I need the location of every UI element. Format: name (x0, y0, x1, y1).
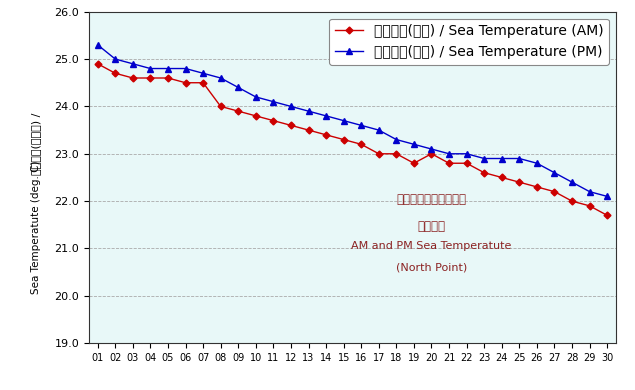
海水温度(上午) / Sea Temperature (AM) (375, 151, 382, 156)
海水温度(下午) / Sea Temperature (PM) (427, 147, 435, 151)
Text: 上午及下午的海水温度: 上午及下午的海水温度 (396, 193, 467, 206)
海水温度(下午) / Sea Temperature (PM) (129, 62, 137, 66)
海水温度(上午) / Sea Temperature (AM) (112, 71, 119, 76)
海水温度(上午) / Sea Temperature (AM) (164, 76, 171, 80)
海水温度(下午) / Sea Temperature (PM) (463, 151, 471, 156)
海水温度(上午) / Sea Temperature (AM) (269, 118, 277, 123)
海水温度(下午) / Sea Temperature (PM) (182, 66, 189, 71)
海水温度(上午) / Sea Temperature (AM) (199, 80, 207, 85)
海水温度(上午) / Sea Temperature (AM) (445, 161, 453, 166)
海水温度(上午) / Sea Temperature (AM) (533, 184, 540, 189)
海水温度(上午) / Sea Temperature (AM) (410, 161, 418, 166)
海水温度(下午) / Sea Temperature (PM) (199, 71, 207, 76)
海水温度(下午) / Sea Temperature (PM) (516, 156, 523, 161)
海水温度(下午) / Sea Temperature (PM) (287, 104, 295, 109)
海水温度(上午) / Sea Temperature (AM) (358, 142, 365, 147)
海水温度(上午) / Sea Temperature (AM) (516, 180, 523, 184)
Text: （北角）: （北角） (417, 220, 446, 233)
海水温度(上午) / Sea Temperature (AM) (322, 133, 330, 137)
海水温度(下午) / Sea Temperature (PM) (147, 66, 154, 71)
海水温度(上午) / Sea Temperature (AM) (340, 137, 347, 142)
海水温度(下午) / Sea Temperature (PM) (533, 161, 540, 166)
海水温度(上午) / Sea Temperature (AM) (287, 123, 295, 128)
海水温度(下午) / Sea Temperature (PM) (585, 189, 593, 194)
海水温度(下午) / Sea Temperature (PM) (358, 123, 365, 128)
Line: 海水温度(下午) / Sea Temperature (PM): 海水温度(下午) / Sea Temperature (PM) (94, 41, 611, 200)
海水温度(下午) / Sea Temperature (PM) (269, 99, 277, 104)
海水温度(下午) / Sea Temperature (PM) (498, 156, 505, 161)
Text: 海水温度(攝氏度) /: 海水温度(攝氏度) / (31, 113, 41, 176)
Legend: 海水温度(上午) / Sea Temperature (AM), 海水温度(下午) / Sea Temperature (PM): 海水温度(上午) / Sea Temperature (AM), 海水温度(下午… (330, 19, 609, 65)
海水温度(下午) / Sea Temperature (PM) (392, 137, 400, 142)
海水温度(上午) / Sea Temperature (AM) (305, 128, 312, 133)
海水温度(上午) / Sea Temperature (AM) (217, 104, 225, 109)
海水温度(下午) / Sea Temperature (PM) (551, 170, 558, 175)
Line: 海水温度(上午) / Sea Temperature (AM): 海水温度(上午) / Sea Temperature (AM) (95, 61, 610, 218)
海水温度(下午) / Sea Temperature (PM) (252, 95, 260, 99)
海水温度(上午) / Sea Temperature (AM) (392, 151, 400, 156)
海水温度(上午) / Sea Temperature (AM) (182, 80, 189, 85)
海水温度(下午) / Sea Temperature (PM) (164, 66, 171, 71)
海水温度(下午) / Sea Temperature (PM) (603, 194, 611, 199)
海水温度(上午) / Sea Temperature (AM) (94, 62, 102, 66)
海水温度(下午) / Sea Temperature (PM) (94, 43, 102, 47)
海水温度(上午) / Sea Temperature (AM) (147, 76, 154, 80)
海水温度(上午) / Sea Temperature (AM) (463, 161, 471, 166)
海水温度(上午) / Sea Temperature (AM) (498, 175, 505, 180)
海水温度(上午) / Sea Temperature (AM) (585, 204, 593, 208)
海水温度(下午) / Sea Temperature (PM) (305, 109, 312, 113)
Text: AM and PM Sea Temperatute: AM and PM Sea Temperatute (351, 241, 512, 252)
海水温度(下午) / Sea Temperature (PM) (112, 57, 119, 61)
海水温度(下午) / Sea Temperature (PM) (234, 85, 242, 90)
海水温度(下午) / Sea Temperature (PM) (340, 118, 347, 123)
海水温度(上午) / Sea Temperature (AM) (551, 189, 558, 194)
海水温度(上午) / Sea Temperature (AM) (252, 113, 260, 118)
海水温度(上午) / Sea Temperature (AM) (480, 170, 488, 175)
海水温度(上午) / Sea Temperature (AM) (234, 109, 242, 113)
海水温度(上午) / Sea Temperature (AM) (568, 199, 576, 204)
海水温度(上午) / Sea Temperature (AM) (603, 213, 611, 218)
Text: (North Point): (North Point) (396, 263, 467, 273)
海水温度(下午) / Sea Temperature (PM) (480, 156, 488, 161)
海水温度(下午) / Sea Temperature (PM) (568, 180, 576, 184)
海水温度(上午) / Sea Temperature (AM) (427, 151, 435, 156)
海水温度(上午) / Sea Temperature (AM) (129, 76, 137, 80)
海水温度(下午) / Sea Temperature (PM) (445, 151, 453, 156)
Text: Sea Temperatute (deg. C): Sea Temperatute (deg. C) (31, 160, 41, 294)
海水温度(下午) / Sea Temperature (PM) (217, 76, 225, 80)
海水温度(下午) / Sea Temperature (PM) (375, 128, 382, 133)
海水温度(下午) / Sea Temperature (PM) (322, 113, 330, 118)
海水温度(下午) / Sea Temperature (PM) (410, 142, 418, 147)
